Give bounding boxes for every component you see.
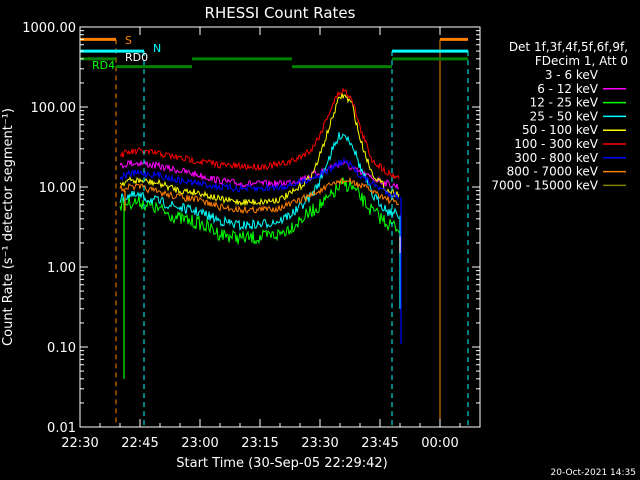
x-axis: 22:30 22:45 23:00 23:15 23:30 23:45 00:00 xyxy=(61,27,461,451)
legend-label: 800 - 7000 keV xyxy=(507,165,599,179)
bar-label-n: N xyxy=(153,42,161,55)
legend-label: 25 - 50 keV xyxy=(530,109,599,123)
y-tick-label: 0.01 xyxy=(47,421,76,436)
series-line-800-7000-kev xyxy=(119,176,400,215)
y-axis: 0.01 0.10 1.00 10.00 100.00 1000.00 xyxy=(22,21,480,436)
y-axis-label: Count Rate (s⁻¹ detector segment⁻¹) xyxy=(1,108,16,346)
series-line-300-800-kev xyxy=(119,157,400,200)
x-tick-label: 23:30 xyxy=(301,436,338,451)
legend-header-2: FDecim 1, Att 0 xyxy=(535,54,628,68)
bar-label-rd0: RD0 xyxy=(125,51,148,64)
series-line-12-25-kev xyxy=(119,176,400,245)
legend-label: 100 - 300 keV xyxy=(514,137,598,151)
x-tick-label: 23:45 xyxy=(361,436,398,451)
series-line-25-50-kev xyxy=(119,132,400,232)
x-axis-label: Start Time (30-Sep-05 22:29:42) xyxy=(176,456,387,471)
y-tick-label: 100.00 xyxy=(31,101,77,116)
legend-label: 7000 - 15000 keV xyxy=(491,178,598,192)
y-tick-label: 0.10 xyxy=(47,341,76,356)
legend-label: 300 - 800 keV xyxy=(514,151,598,165)
series-line-100-300-kev xyxy=(119,87,400,180)
legend-header-1: Det 1f,3f,4f,5f,6f,9f, xyxy=(509,40,628,54)
x-tick-label: 22:45 xyxy=(121,436,158,451)
bar-labels: S N RD0 RD4 xyxy=(92,34,161,72)
x-tick-label: 23:15 xyxy=(241,436,278,451)
legend-label: 6 - 12 keV xyxy=(537,82,599,96)
series-line-6-12-kev xyxy=(119,159,400,190)
legend: Det 1f,3f,4f,5f,6f,9f, FDecim 1, Att 0 3… xyxy=(491,40,628,192)
y-tick-label: 10.00 xyxy=(39,181,76,196)
legend-label: 50 - 100 keV xyxy=(522,123,599,137)
legend-label: 3 - 6 keV xyxy=(545,68,599,82)
bar-label-rd4: RD4 xyxy=(92,59,115,72)
x-tick-label: 00:00 xyxy=(421,436,458,451)
legend-label: 12 - 25 keV xyxy=(530,96,599,110)
x-tick-label: 22:30 xyxy=(61,436,98,451)
timestamp: 20-Oct-2021 14:35 xyxy=(551,468,636,478)
plot-area xyxy=(119,87,402,379)
attenuator-state-bars xyxy=(79,37,469,427)
x-tick-label: 23:00 xyxy=(181,436,218,451)
chart-title: RHESSI Count Rates xyxy=(205,4,356,22)
y-tick-label: 1000.00 xyxy=(22,21,76,36)
bar-label-s: S xyxy=(125,34,132,47)
y-tick-label: 1.00 xyxy=(47,261,76,276)
